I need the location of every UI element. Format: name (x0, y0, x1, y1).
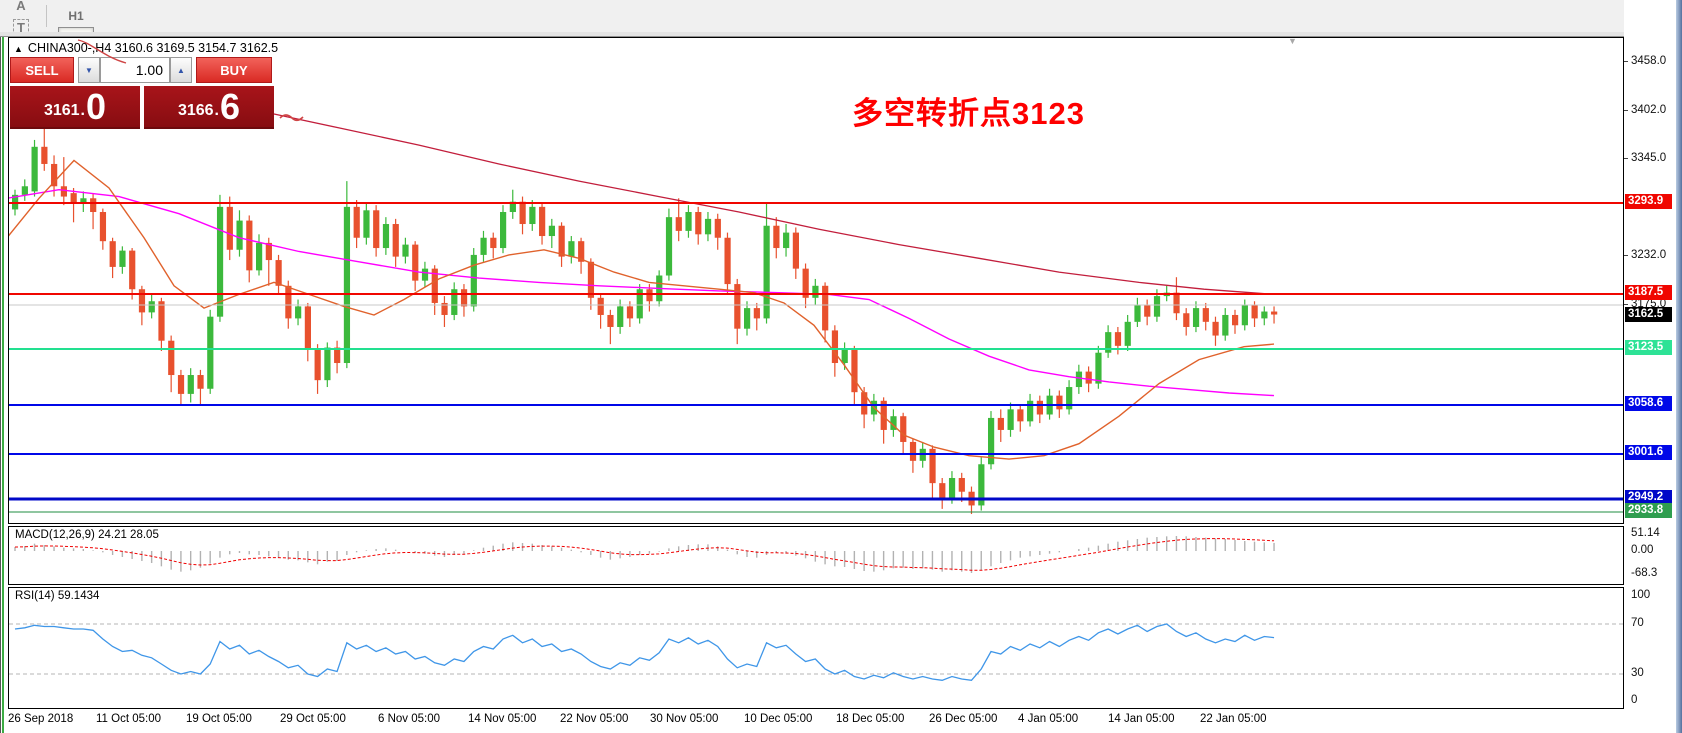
price-tick-label: 3458.0 (1631, 55, 1667, 67)
price-level-badge: 3001.6 (1625, 445, 1672, 460)
chart-shift-marker-icon: ▼ (1288, 36, 1297, 46)
price-level-badge: 3293.9 (1625, 194, 1672, 209)
macd-scale-label: 51.14 (1631, 527, 1660, 539)
left-green-line (2, 37, 4, 733)
price-axis[interactable]: 3458.0 3402.0 3345.0 3232.0 3175.0 3293.9 3187… (1624, 0, 1676, 733)
date-label: 6 Nov 05:00 (378, 713, 441, 725)
chevron-up-icon: ▲ (177, 65, 185, 75)
buy-price-dot: . (214, 102, 219, 119)
price-level-badge: 3123.5 (1625, 340, 1672, 355)
macd-label: MACD(12,26,9) 24.21 28.05 (15, 529, 159, 541)
axis-tick (1624, 158, 1628, 159)
sell-price-box[interactable]: 3161 . 0 (10, 86, 140, 129)
axis-tick (1624, 61, 1628, 62)
toolbar-separator (46, 5, 47, 27)
sell-price-frac: 0 (86, 86, 107, 127)
axis-tick (1624, 304, 1628, 305)
date-label: 14 Jan 05:00 (1108, 713, 1175, 725)
collapse-icon[interactable]: ▲ (14, 44, 23, 54)
date-label: 22 Jan 05:00 (1200, 713, 1267, 725)
sell-button[interactable]: SELL (10, 57, 74, 83)
chinese-annotation: 多空转折点3123 (852, 96, 1085, 131)
rsi-canvas (9, 623, 1623, 681)
date-label: 29 Oct 05:00 (280, 713, 346, 725)
volume-dropdown-button[interactable]: ▼ (78, 57, 100, 83)
window-right-edge (1676, 0, 1682, 733)
date-label: 14 Nov 05:00 (468, 713, 537, 725)
date-label: 22 Nov 05:00 (560, 713, 629, 725)
axis-tick (1624, 110, 1628, 111)
macd-scale-label: 0.00 (1631, 544, 1654, 556)
price-tick-label: 3402.0 (1631, 104, 1667, 116)
chart-header: ▲ CHINA300-,H4 3160.6 3169.5 3154.7 3162.… (14, 41, 278, 55)
sell-price-main: 3161 (43, 102, 80, 119)
buy-price-frac: 6 (220, 86, 241, 127)
price-tick-label: 3345.0 (1631, 152, 1667, 164)
price-level-badge: 2949.2 (1625, 490, 1672, 505)
main-chart-pane[interactable] (8, 37, 1624, 524)
price-tick-label: 3232.0 (1631, 249, 1667, 261)
rsi-scale-label: 70 (1631, 617, 1644, 629)
sell-price-dot: . (80, 102, 85, 119)
sell-button-label: SELL (25, 62, 59, 78)
price-chart-canvas (9, 111, 1623, 515)
date-axis[interactable]: 26 Sep 2018 11 Oct 05:00 19 Oct 05:00 29 Oc… (8, 710, 1624, 733)
price-level-badge: 3058.6 (1625, 396, 1672, 411)
buy-button[interactable]: BUY (196, 57, 272, 83)
volume-up-button[interactable]: ▲ (170, 57, 192, 83)
chart-scroll-groove[interactable] (0, 32, 1682, 37)
rsi-pane[interactable]: RSI(14) 59.1434 (8, 587, 1624, 709)
chevron-down-icon: ▼ (85, 65, 93, 75)
window-left-border (0, 37, 1, 733)
buy-price-main: 3166 (177, 102, 214, 119)
buy-price-box[interactable]: 3166 . 6 (144, 86, 274, 129)
rsi-scale-label: 30 (1631, 667, 1644, 679)
text-label-icon[interactable]: A (16, 0, 26, 13)
date-label: 11 Oct 05:00 (96, 713, 161, 725)
date-label: 26 Sep 2018 (8, 713, 74, 725)
axis-tick (1624, 255, 1628, 256)
date-label: 10 Dec 05:00 (744, 713, 813, 725)
price-level-badge: 3162.5 (1625, 307, 1672, 322)
macd-scale-label: -68.3 (1631, 567, 1658, 579)
buy-button-label: BUY (220, 62, 248, 78)
date-label: 30 Nov 05:00 (650, 713, 719, 725)
date-label: 18 Dec 05:00 (836, 713, 905, 725)
date-label: 26 Dec 05:00 (929, 713, 998, 725)
symbol-ohlc-text: CHINA300-,H4 3160.6 3169.5 3154.7 3162.5 (27, 41, 279, 55)
date-label: 4 Jan 05:00 (1018, 713, 1079, 725)
macd-canvas (14, 536, 1275, 573)
price-level-badge: 2933.8 (1625, 503, 1672, 518)
rsi-scale-label: 0 (1631, 694, 1638, 706)
tf-button-H1[interactable]: H1 (68, 9, 84, 23)
macd-pane[interactable]: MACD(12,26,9) 24.21 28.05 (8, 526, 1624, 585)
rsi-label: RSI(14) 59.1434 (15, 590, 100, 602)
tf-button-M30[interactable]: M30 (58, 0, 94, 5)
top-toolbar: ▦FAT✛ ▾ M1M5M15M30H1H4D1W1MN (0, 0, 1682, 111)
volume-input[interactable] (100, 57, 170, 83)
date-label: 19 Oct 05:00 (186, 713, 252, 725)
price-level-badge: 3187.5 (1625, 285, 1672, 300)
rsi-scale-label: 100 (1631, 589, 1651, 601)
